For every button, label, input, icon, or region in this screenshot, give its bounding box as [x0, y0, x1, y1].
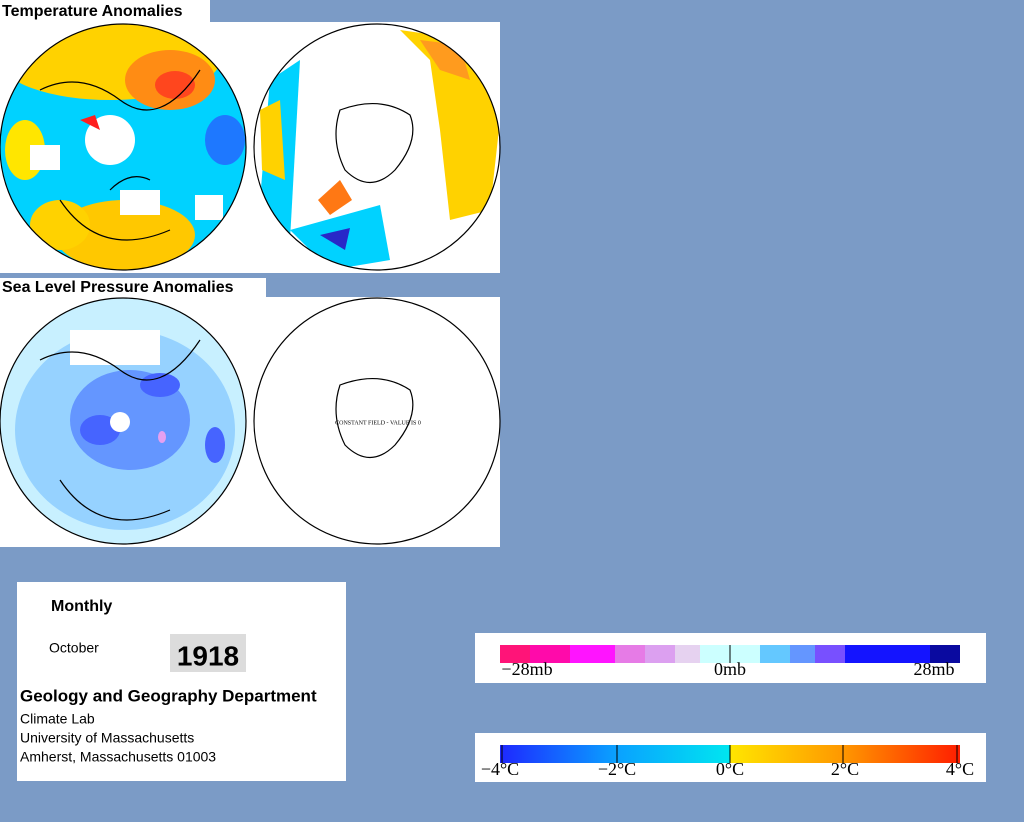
coastline: [335, 377, 414, 459]
coastline: [39, 339, 201, 521]
legend-label: 2°C: [831, 759, 859, 779]
sh-temperature-map: [254, 24, 500, 270]
globe-outline: [253, 297, 501, 545]
temperature-colorbar: [500, 745, 960, 763]
globe-outline: [0, 23, 247, 271]
title-bg: [0, 278, 266, 297]
info-box: [17, 582, 346, 781]
info-line: Climate Lab: [20, 711, 95, 727]
month: October: [49, 640, 99, 656]
panel-title: Sea Level Pressure Anomalies: [2, 279, 234, 296]
pressure-colorbar: [500, 645, 960, 663]
legend-label: 28mb: [913, 659, 954, 679]
panel-title: Temperature Anomalies: [2, 3, 183, 20]
period: Monthly: [51, 598, 112, 615]
year-bg: [170, 634, 246, 672]
info-line: University of Massachusetts: [20, 730, 194, 746]
year: 1918: [177, 640, 239, 671]
coastline: [39, 69, 201, 241]
legend-label: 0mb: [714, 659, 746, 679]
legend-label: −28mb: [501, 659, 552, 679]
nh-temperature-map: [0, 24, 246, 270]
legend-label: −2°C: [598, 759, 636, 779]
title-bg: [0, 0, 210, 22]
map-note: CONSTANT FIELD - VALUE IS 0: [335, 420, 421, 426]
info-line: Amherst, Massachusetts 01003: [20, 749, 216, 765]
nh-pressure-map: [0, 298, 246, 544]
department: Geology and Geography Department: [20, 686, 317, 705]
legend-label: 0°C: [716, 759, 744, 779]
legend-label: −4°C: [481, 759, 519, 779]
globe-outline: [253, 23, 501, 271]
coastline: [335, 102, 414, 184]
legend-label: 4°C: [946, 759, 974, 779]
globe-outline: [0, 297, 247, 545]
